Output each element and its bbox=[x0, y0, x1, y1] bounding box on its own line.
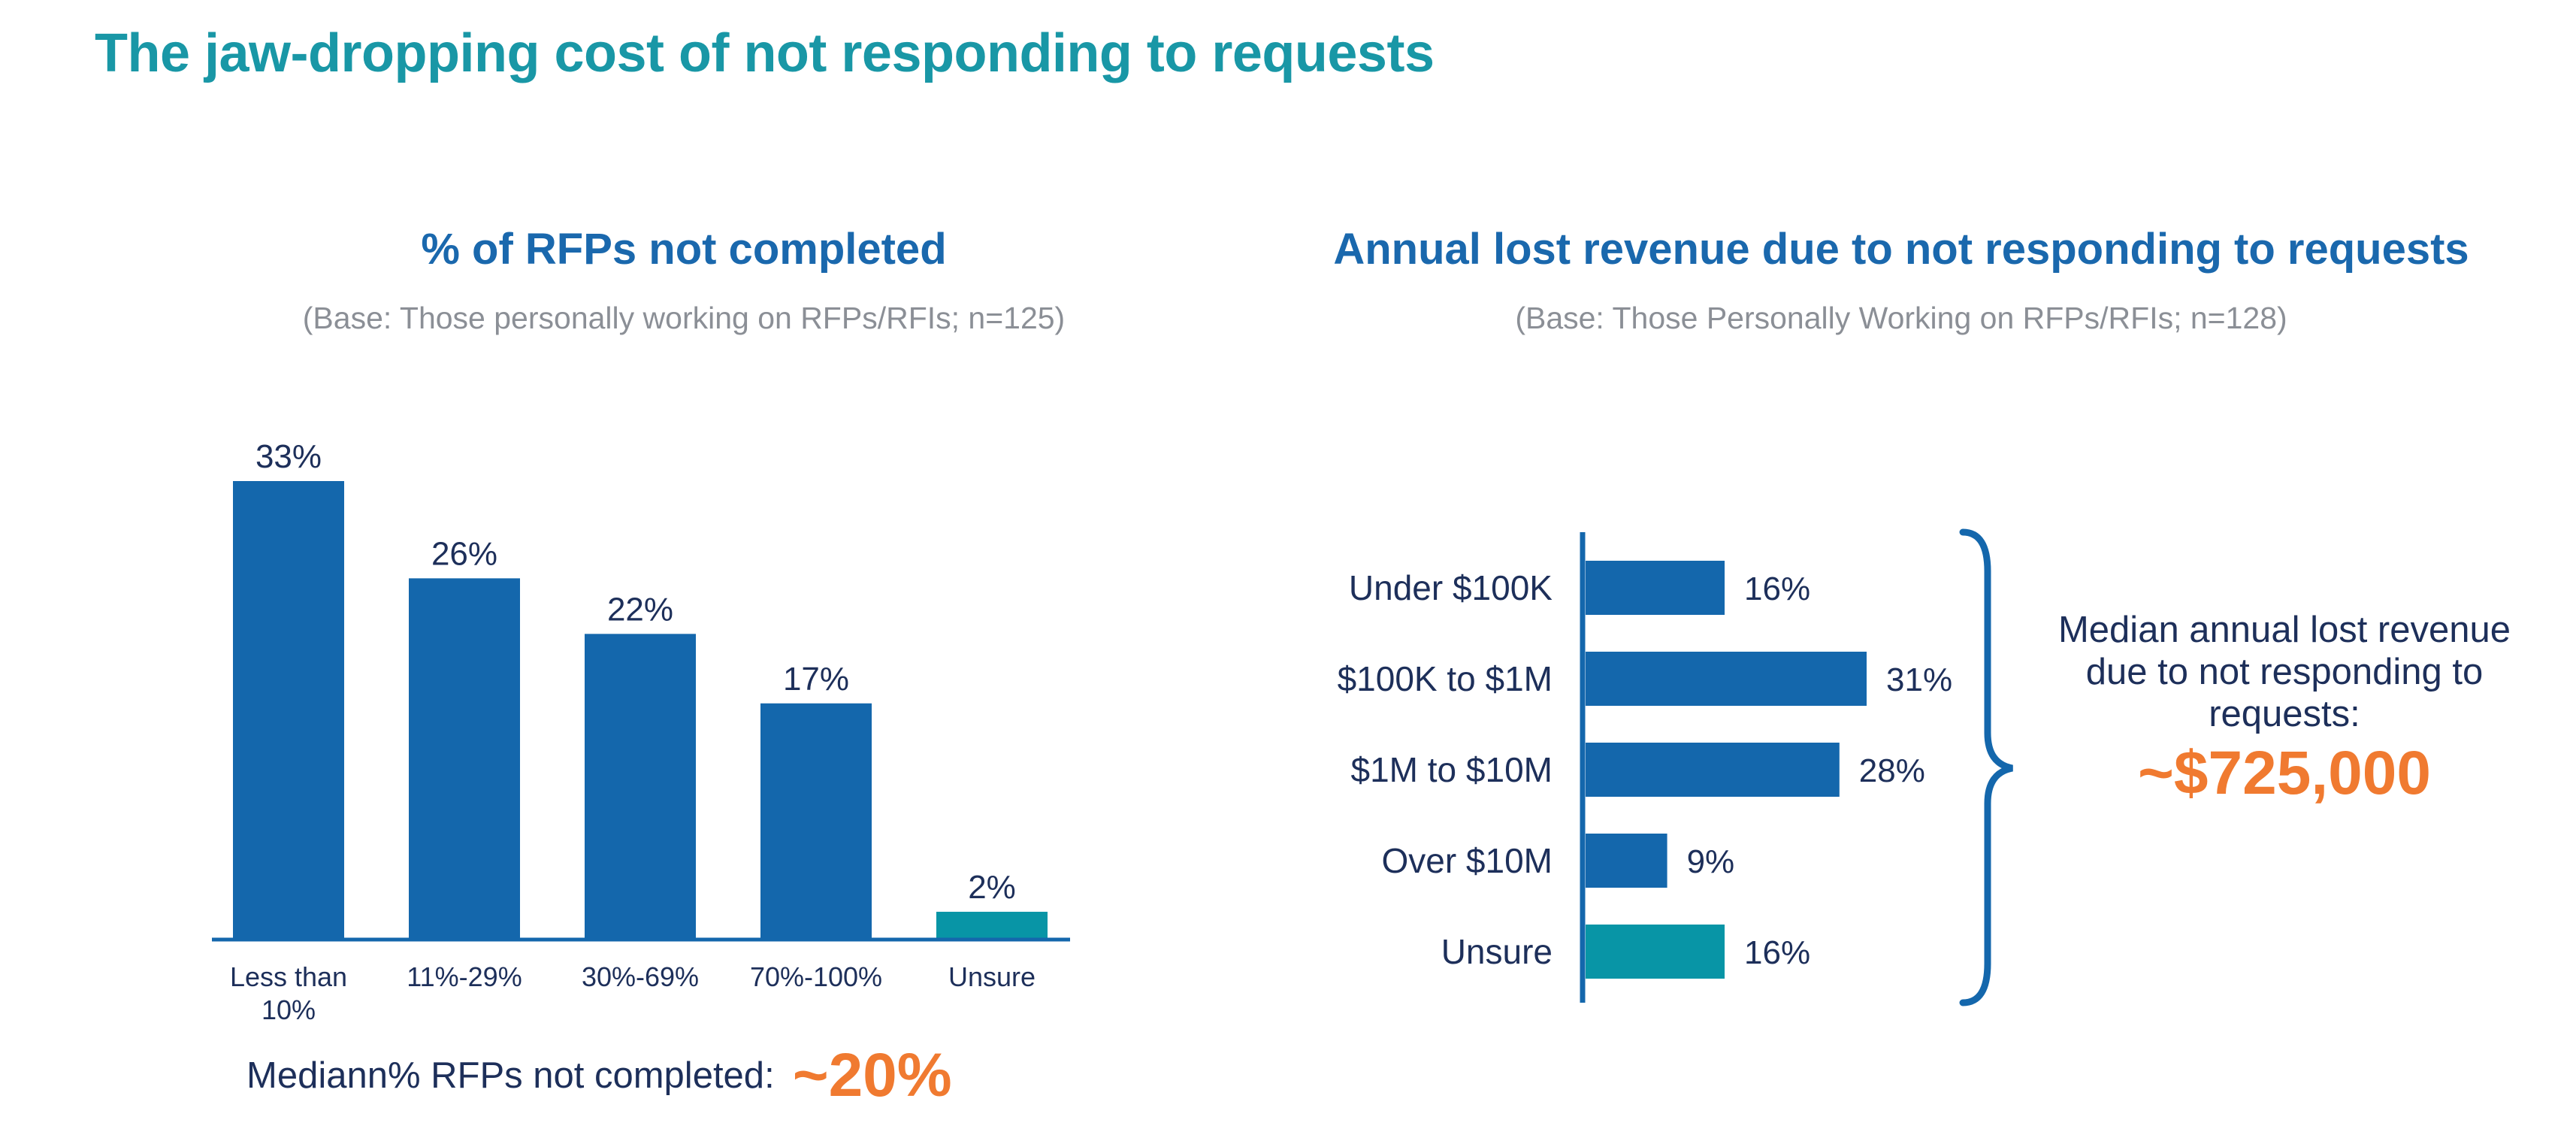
y-tick-label: Over $10M bbox=[1381, 841, 1553, 880]
right-chart-subtitle: (Base: Those Personally Working on RFPs/… bbox=[1515, 301, 2287, 335]
bar-value-label: 22% bbox=[607, 591, 673, 628]
bar-2 bbox=[1586, 743, 1840, 797]
x-tick-label: 10% bbox=[262, 994, 316, 1025]
x-tick-label: Less than bbox=[230, 961, 347, 992]
bar-value-label: 16% bbox=[1744, 571, 1810, 607]
left-chart-subtitle: (Base: Those personally working on RFPs/… bbox=[302, 301, 1066, 335]
left-median-label: Mediann% RFPs not completed: bbox=[246, 1055, 775, 1096]
bar-4 bbox=[936, 912, 1048, 940]
bar-3 bbox=[1586, 834, 1667, 888]
bar-value-label: 26% bbox=[431, 535, 497, 572]
x-tick-label: Unsure bbox=[948, 961, 1036, 992]
x-tick-label: 30%-69% bbox=[582, 961, 699, 992]
right-bar-chart: 16% Under $100K 31% $100K to $1M 28% $1M to $… bbox=[1338, 532, 1952, 1003]
bar-3 bbox=[760, 703, 872, 940]
x-tick-label: 11%-29% bbox=[407, 961, 522, 992]
bar-1 bbox=[1586, 652, 1867, 706]
y-tick-label: Under $100K bbox=[1349, 568, 1553, 607]
y-tick-label: Unsure bbox=[1441, 932, 1553, 971]
bar-4 bbox=[1586, 925, 1725, 979]
bar-value-label: 16% bbox=[1744, 934, 1810, 971]
right-median-value: ~$725,000 bbox=[2138, 739, 2431, 807]
right-median-label: Median annual lost revenue due to not re… bbox=[2057, 610, 2511, 734]
bar-value-label: 31% bbox=[1886, 661, 1952, 698]
bar-2 bbox=[585, 634, 696, 940]
bar-value-label: 2% bbox=[968, 869, 1016, 906]
bar-value-label: 9% bbox=[1687, 843, 1735, 880]
right-chart-title: Annual lost revenue due to not respondin… bbox=[1333, 225, 2469, 274]
y-tick-label: $100K to $1M bbox=[1338, 659, 1553, 698]
y-tick-label: $1M to $10M bbox=[1351, 750, 1553, 789]
bar-0 bbox=[1586, 561, 1725, 615]
bar-value-label: 28% bbox=[1859, 752, 1925, 789]
bar-0 bbox=[233, 481, 344, 940]
bar-value-label: 17% bbox=[783, 661, 849, 698]
curly-brace bbox=[1959, 528, 2014, 1006]
page-title: The jaw-dropping cost of not responding … bbox=[95, 23, 1435, 83]
left-median-value: ~20% bbox=[792, 1041, 952, 1109]
x-tick-label: 70%-100% bbox=[750, 961, 882, 992]
left-median-note: Mediann% RFPs not completed: ~20% bbox=[246, 1034, 952, 1117]
bar-value-label: 33% bbox=[255, 438, 322, 475]
bar-1 bbox=[409, 578, 520, 940]
left-chart-title: % of RFPs not completed bbox=[421, 225, 947, 274]
